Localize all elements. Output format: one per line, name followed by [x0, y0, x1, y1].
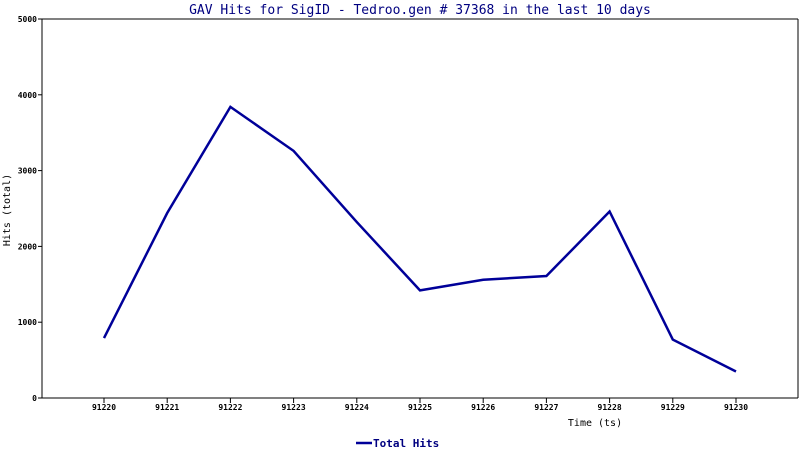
x-tick-label: 91228: [598, 403, 622, 412]
x-tick-label: 91223: [282, 403, 306, 412]
y-tick-label: 4000: [18, 91, 37, 100]
x-tick-label: 91229: [661, 403, 685, 412]
x-tick-label: 91222: [218, 403, 242, 412]
y-tick-label: 5000: [18, 15, 37, 24]
series-total-hits: [102, 105, 737, 373]
x-ticks: 91220 91221 91222 91223 91224 91225 91226 91227…: [92, 398, 748, 412]
x-tick-label: 91220: [92, 403, 116, 412]
x-tick-label: 91227: [534, 403, 558, 412]
x-axis-label: Time (ts): [568, 418, 622, 429]
axes: [41, 18, 799, 399]
x-tick-label: 91221: [155, 403, 179, 412]
y-tick-label: 3000: [18, 167, 37, 176]
chart-title: GAV Hits for SigID - Tedroo.gen # 37368 …: [189, 3, 651, 18]
x-tick-label: 91225: [408, 403, 432, 412]
x-tick-label: 91230: [724, 403, 748, 412]
y-tick-label: 0: [32, 394, 37, 403]
x-tick-label: 91224: [345, 403, 369, 412]
legend-label-total-hits: Total Hits: [373, 437, 439, 450]
legend: Total Hits: [356, 437, 439, 450]
y-axis-label: Hits (total): [2, 174, 13, 246]
y-ticks: 0 1000 2000 3000 4000 5000: [18, 15, 42, 403]
series-line: [102, 105, 737, 373]
x-tick-label: 91226: [471, 403, 495, 412]
y-tick-label: 2000: [18, 242, 37, 251]
y-tick-label: 1000: [18, 318, 37, 327]
